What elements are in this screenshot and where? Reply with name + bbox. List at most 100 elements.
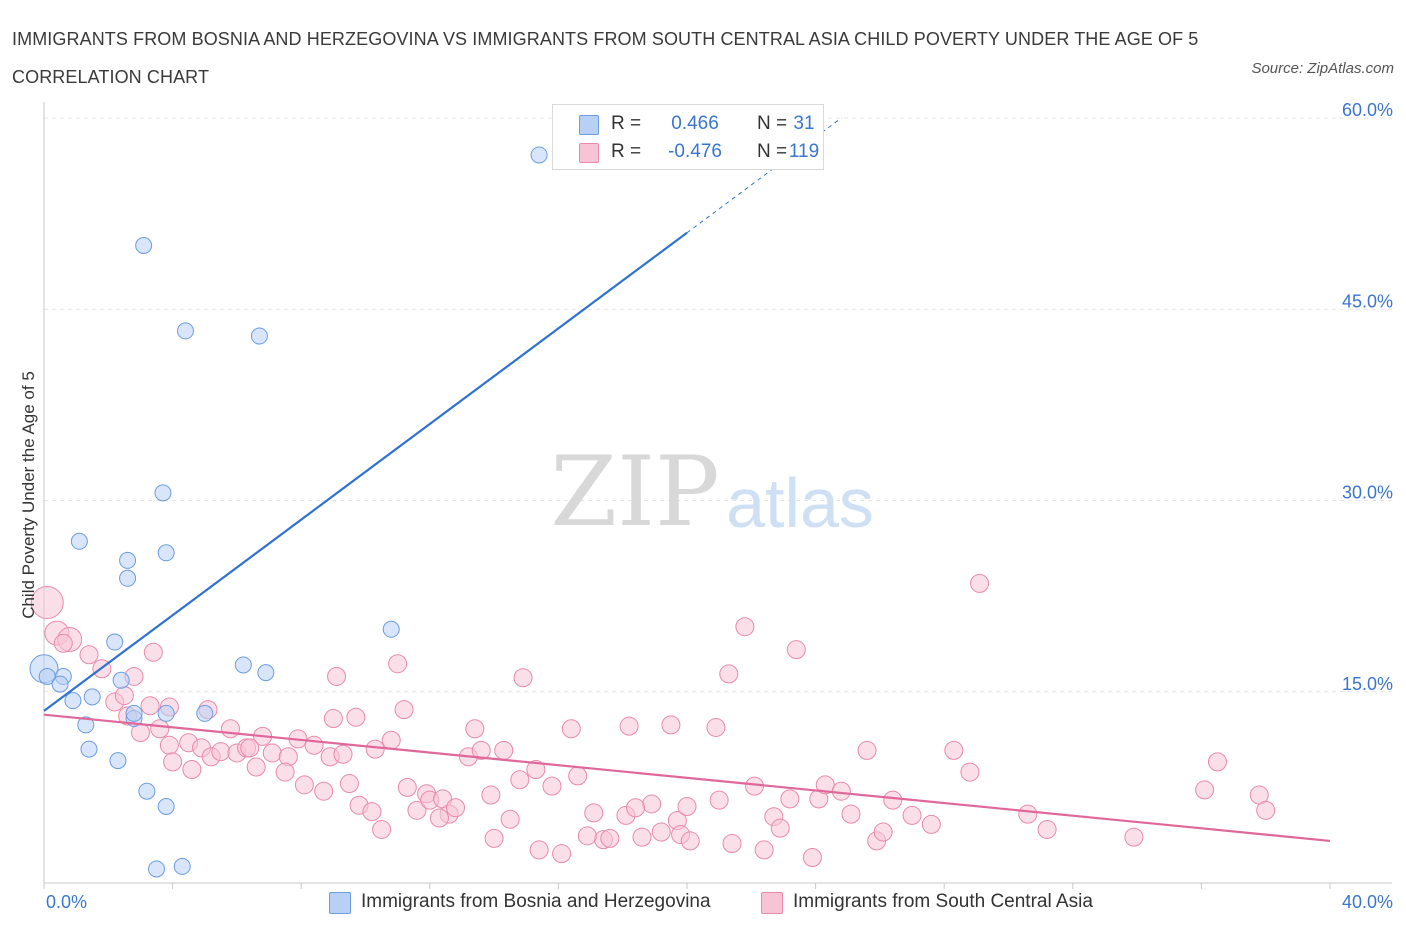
data-point-bosnia	[157, 798, 175, 815]
data-point-south-central-asia	[1207, 752, 1227, 772]
y-axis-label: Child Poverty Under the Age of 5	[19, 371, 38, 619]
data-point-south-central-asia	[220, 719, 240, 739]
data-point-south-central-asia	[970, 573, 990, 593]
data-point-south-central-asia	[79, 645, 99, 665]
data-point-south-central-asia	[552, 844, 572, 864]
legend-n-value: 119	[788, 141, 820, 162]
data-point-south-central-asia	[706, 717, 726, 737]
data-point-bosnia	[64, 692, 82, 710]
data-point-bosnia	[154, 484, 172, 502]
gridlines	[44, 117, 1392, 693]
data-point-south-central-asia	[680, 831, 700, 851]
data-point-south-central-asia	[1256, 800, 1276, 820]
data-point-south-central-asia	[944, 740, 964, 760]
data-point-south-central-asia	[831, 781, 851, 801]
data-point-south-central-asia	[661, 715, 681, 735]
legend-r-value: -0.476	[668, 141, 722, 162]
data-point-bosnia	[257, 664, 275, 682]
data-point-south-central-asia	[143, 642, 163, 662]
data-point-bosnia	[119, 551, 137, 569]
data-point-south-central-asia	[484, 828, 504, 848]
data-point-south-central-asia	[211, 742, 231, 762]
data-point-south-central-asia	[481, 785, 501, 805]
data-point-bosnia	[70, 532, 88, 550]
data-point-bosnia	[77, 716, 95, 734]
x-tick-label: 40.0%	[1342, 892, 1393, 912]
data-point-south-central-asia	[275, 762, 295, 782]
data-point-south-central-asia	[780, 789, 800, 809]
data-point-bosnia	[173, 857, 191, 875]
data-point-south-central-asia	[240, 738, 260, 758]
y-tick-label: 15.0%	[1342, 674, 1393, 694]
data-point-south-central-asia	[365, 739, 385, 759]
data-point-bosnia	[83, 688, 101, 706]
data-point-south-central-asia	[857, 740, 877, 760]
legend-r-label: R =	[611, 113, 642, 134]
data-point-south-central-asia	[446, 798, 466, 818]
data-point-south-central-asia	[333, 744, 353, 764]
data-point-south-central-asia	[883, 790, 903, 810]
data-point-bosnia	[148, 860, 166, 878]
data-point-south-central-asia	[577, 826, 597, 846]
data-point-south-central-asia	[339, 774, 359, 794]
data-point-south-central-asia	[568, 766, 588, 786]
data-point-south-central-asia	[381, 730, 401, 750]
data-point-south-central-asia	[542, 776, 562, 796]
y-tick-label: 45.0%	[1342, 291, 1393, 311]
data-point-south-central-asia	[397, 777, 417, 797]
bottom-legend-swatch-blue	[329, 892, 351, 914]
data-point-south-central-asia	[1018, 804, 1038, 824]
data-point-south-central-asia	[114, 686, 134, 706]
data-point-south-central-asia	[278, 747, 298, 767]
data-point-south-central-asia	[471, 740, 491, 760]
data-point-south-central-asia	[561, 719, 581, 739]
data-point-south-central-asia	[841, 804, 861, 824]
y-tick-label: 30.0%	[1342, 483, 1393, 503]
data-point-bosnia	[157, 544, 175, 562]
data-point-south-central-asia	[1124, 827, 1144, 847]
data-point-south-central-asia	[429, 808, 449, 828]
data-point-south-central-asia	[346, 707, 366, 727]
data-point-south-central-asia	[677, 797, 697, 816]
data-point-bosnia	[138, 782, 156, 800]
trend-line-south-central-asia	[43, 713, 1331, 843]
tick-labels: 15.0% 30.0% 45.0% 60.0% 0.0% 40.0%	[46, 100, 1393, 912]
data-point-south-central-asia	[30, 586, 64, 619]
data-point-south-central-asia	[770, 818, 790, 838]
data-point-south-central-asia	[651, 822, 671, 842]
data-point-south-central-asia	[584, 803, 604, 823]
data-point-bosnia	[135, 237, 153, 254]
data-point-south-central-asia	[314, 781, 334, 801]
data-point-south-central-asia	[719, 664, 739, 684]
legend-r-value: 0.466	[671, 113, 719, 134]
source-credit: Source: ZipAtlas.com	[1251, 60, 1394, 77]
legend-n-label: N =	[757, 141, 788, 162]
data-point-south-central-asia	[786, 640, 806, 660]
watermark-zip: ZIP	[550, 436, 719, 548]
legend-n-value: 31	[793, 113, 815, 134]
bottom-legend-swatch-pink	[761, 892, 783, 914]
data-point-bosnia	[234, 656, 252, 674]
data-point-south-central-asia	[815, 775, 835, 795]
data-point-south-central-asia	[513, 668, 533, 688]
series-south-central-asia-points	[30, 573, 1276, 867]
data-point-south-central-asia	[388, 654, 408, 674]
data-point-south-central-asia	[709, 790, 729, 810]
data-point-south-central-asia	[362, 802, 382, 822]
data-point-south-central-asia	[735, 617, 755, 637]
data-point-south-central-asia	[372, 819, 392, 839]
data-point-south-central-asia	[327, 666, 347, 686]
y-tick-label: 60.0%	[1342, 100, 1393, 120]
stats-legend: R = 0.466 N = 31 R = -0.476 N = 119	[552, 104, 824, 170]
data-point-south-central-asia	[159, 735, 179, 755]
data-point-south-central-asia	[1037, 819, 1057, 839]
data-point-south-central-asia	[754, 840, 774, 860]
data-point-bosnia	[530, 146, 548, 164]
data-point-south-central-asia	[262, 743, 282, 763]
data-point-south-central-asia	[642, 794, 662, 814]
data-point-bosnia	[109, 752, 127, 770]
data-point-bosnia	[382, 620, 400, 638]
watermark: ZIP atlas	[550, 436, 874, 548]
data-point-south-central-asia	[526, 760, 546, 780]
